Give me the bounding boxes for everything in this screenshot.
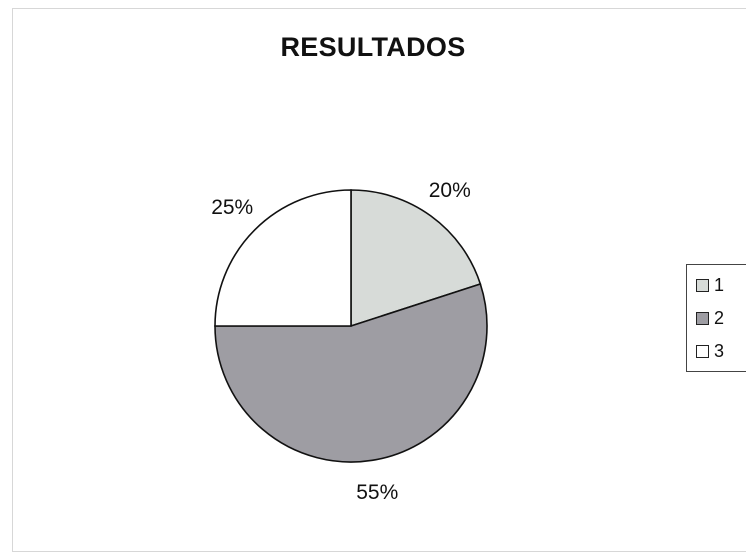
chart-title: RESULTADOS	[280, 32, 466, 62]
legend-item: 2	[696, 302, 746, 335]
legend-label-3: 3	[714, 341, 725, 361]
legend-label-2: 2	[714, 308, 725, 328]
pie-data-labels: 20% 55% 25%	[211, 179, 471, 504]
legend-swatch-2	[696, 312, 709, 325]
data-label-3: 25%	[211, 196, 253, 219]
legend-swatch-1	[696, 279, 709, 292]
legend-item: 3	[696, 335, 746, 368]
pie-slice-2	[214, 282, 488, 463]
legend-label-1: 1	[714, 275, 725, 295]
data-label-1: 20%	[429, 179, 471, 202]
pie-slice-1	[350, 189, 482, 328]
chart-legend: 1 2 3	[686, 264, 746, 372]
legend-item: 1	[696, 269, 746, 302]
pie-slices	[214, 189, 488, 463]
legend-swatch-3	[696, 345, 709, 358]
data-label-2: 55%	[356, 481, 398, 504]
pie-slice-3	[214, 189, 352, 327]
